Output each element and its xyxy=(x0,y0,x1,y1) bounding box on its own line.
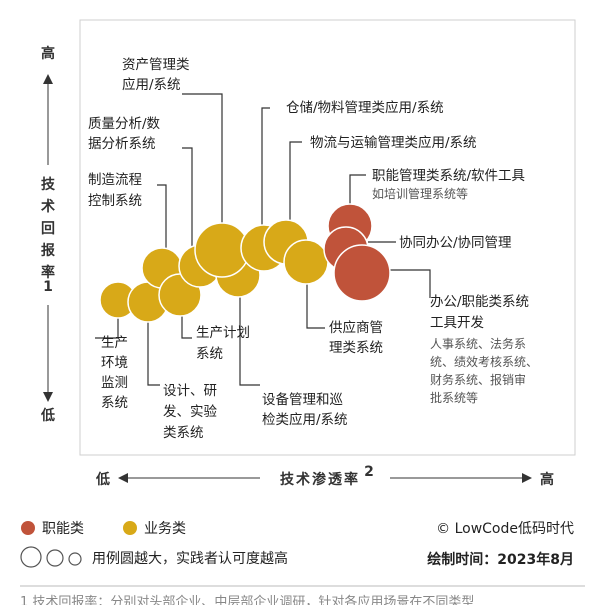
label-env-monitor: 生产 环境 监测 系统 xyxy=(101,335,128,411)
legend-functional-label: 职能类 xyxy=(42,521,84,537)
x-axis-high-label: 高 xyxy=(540,471,554,488)
label-office-tools-sub: 财务系统、报销审 xyxy=(430,372,526,387)
x-axis-footnote-mark: 2 xyxy=(364,464,374,480)
bubble-functional-office-tools xyxy=(333,244,391,302)
leader-logistics xyxy=(289,141,302,235)
label-equipment-line: 设备管理和巡 xyxy=(262,391,343,408)
label-env-monitor-line: 系统 xyxy=(101,395,128,411)
label-office-tools-sub: 批系统等 xyxy=(430,390,478,405)
label-quality-line: 质量分析/数 xyxy=(88,116,161,132)
label-asset-line: 资产管理类 xyxy=(122,57,190,73)
label-design-line: 发、实验 xyxy=(163,404,217,420)
leader-office-tools xyxy=(390,269,431,298)
label-design-line: 设计、研 xyxy=(163,383,217,399)
legend-size-note: 用例圆越大，实践者认可度越高 xyxy=(92,550,288,567)
leader-equipment xyxy=(239,292,260,386)
label-supplier-line: 理类系统 xyxy=(329,340,383,356)
label-asset: 资产管理类 应用/系统 xyxy=(122,57,190,93)
leader-asset xyxy=(182,93,223,228)
label-office-tools-line: 办公/职能类系统 xyxy=(430,294,529,310)
label-supplier-line: 供应商管 xyxy=(329,319,383,336)
label-production-plan-line: 系统 xyxy=(196,346,223,362)
label-manufacturing: 制造流程 控制系统 xyxy=(88,172,142,209)
y-axis-arrow-up xyxy=(43,74,53,165)
label-hr-tools: 职能管理类系统/软件工具 如培训管理系统等 xyxy=(372,168,525,201)
bubble-business-supplier xyxy=(283,239,329,285)
label-design: 设计、研 发、实验 类系统 xyxy=(163,383,217,441)
x-axis-arrow-left xyxy=(118,473,260,483)
label-oa: 协同办公/协同管理 xyxy=(399,235,512,251)
leader-design xyxy=(147,318,160,386)
legend-size-medium-icon xyxy=(46,549,64,567)
bubbles xyxy=(99,203,391,323)
x-axis-low-label: 低 xyxy=(95,471,110,488)
legend: 职能类 业务类 用例圆越大，实践者认可度越高 xyxy=(20,521,288,568)
label-logistics: 物流与运输管理类应用/系统 xyxy=(310,134,477,151)
label-equipment: 设备管理和巡 检类应用/系统 xyxy=(262,391,348,428)
legend-business-label: 业务类 xyxy=(144,521,186,537)
label-env-monitor-line: 环境 xyxy=(101,355,128,371)
y-axis-title-char: 回 xyxy=(41,221,55,237)
footnote: 1 技术回报率：分别对头部企业、中层部企业调研，针对各应用场景在不同类型 xyxy=(20,594,474,605)
label-design-line: 类系统 xyxy=(163,425,204,441)
label-quality: 质量分析/数 据分析系统 xyxy=(88,116,161,152)
label-equipment-line: 检类应用/系统 xyxy=(262,411,348,428)
y-axis-low-label: 低 xyxy=(40,407,55,424)
leader-supplier xyxy=(306,280,325,329)
y-axis-title-char: 术 xyxy=(41,198,55,215)
label-production-plan: 生产计划 系统 xyxy=(196,325,250,362)
y-axis-title-char: 报 xyxy=(41,243,55,259)
legend-business-swatch xyxy=(123,521,137,535)
label-office-tools-sub: 统、绩效考核系统、 xyxy=(430,354,538,369)
label-office-tools: 办公/职能类系统 工具开发 人事系统、法务系 统、绩效考核系统、 财务系统、报销… xyxy=(430,294,538,405)
label-supplier: 供应商管 理类系统 xyxy=(329,319,383,356)
legend-functional-swatch xyxy=(21,521,35,535)
y-axis-high-label: 高 xyxy=(41,45,55,62)
leader-env-monitor xyxy=(95,312,119,339)
label-manufacturing-line: 控制系统 xyxy=(88,193,142,209)
label-env-monitor-line: 生产 xyxy=(101,335,128,351)
label-hr-tools-title: 职能管理类系统/软件工具 xyxy=(372,168,525,184)
source-credit: © LowCode低码时代 xyxy=(436,521,574,537)
y-axis-title-char: 技 xyxy=(41,176,56,193)
date-label: 绘制时间：2023年8月 xyxy=(427,551,574,568)
label-production-plan-line: 生产计划 xyxy=(196,325,250,341)
label-env-monitor-line: 监测 xyxy=(101,375,128,391)
y-axis-arrow-down xyxy=(43,305,53,402)
chart-frame xyxy=(79,19,576,456)
label-hr-tools-sub: 如培训管理系统等 xyxy=(372,186,468,201)
label-asset-line: 应用/系统 xyxy=(122,76,181,93)
label-manufacturing-line: 制造流程 xyxy=(88,172,142,188)
x-axis-title: 技术渗透率 xyxy=(280,471,360,488)
leader-quality xyxy=(182,147,193,258)
label-quality-line: 据分析系统 xyxy=(88,136,156,152)
leader-warehouse xyxy=(261,107,270,240)
label-warehouse: 仓储/物料管理类应用/系统 xyxy=(286,99,444,116)
leader-manufacturing xyxy=(157,184,167,262)
x-axis-arrow-right xyxy=(390,473,532,483)
label-office-tools-line: 工具开发 xyxy=(430,315,484,331)
y-axis-title: 技 术 回 报 率 1 xyxy=(41,176,56,295)
y-axis-title-char: 率 xyxy=(41,264,55,281)
legend-size-small-icon xyxy=(68,552,82,566)
y-axis-footnote-mark: 1 xyxy=(43,279,53,295)
legend-size-large-icon xyxy=(20,546,42,568)
label-office-tools-sub: 人事系统、法务系 xyxy=(430,336,526,351)
